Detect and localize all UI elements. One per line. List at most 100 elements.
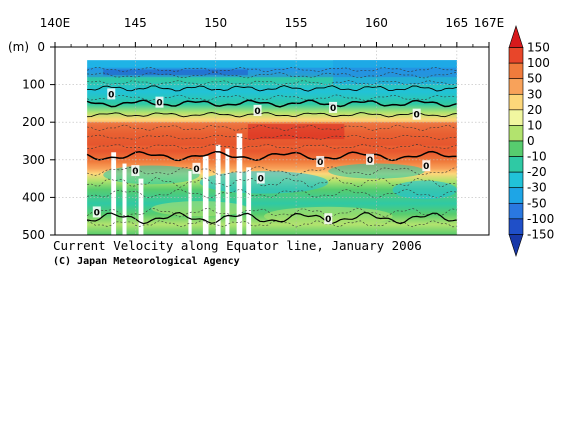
contour-line (86, 211, 458, 225)
x-tick-label: 155 (285, 16, 308, 30)
y-tick-label: 300 (22, 153, 45, 167)
data-gap (138, 178, 144, 235)
contour-label-bg (366, 153, 375, 165)
grid-lines (55, 47, 489, 235)
contour-line-minor (87, 124, 458, 131)
contour-label-text: 0 (423, 162, 429, 172)
y-tick-label: 500 (22, 228, 45, 242)
colorbar-label: 100 (527, 56, 550, 70)
contour-label-text: 0 (132, 167, 138, 177)
contour-label-text: 0 (193, 165, 199, 175)
contour-label: 0 (316, 156, 325, 168)
contour-line-minor (86, 166, 458, 176)
plot-frame (54, 46, 490, 236)
x-tick-label: 160 (365, 16, 388, 30)
x-axis: 140E 145 150 155 160 165 167E (40, 16, 505, 47)
contour-line-zero-upper (86, 99, 458, 108)
contour-label: 0 (192, 162, 201, 175)
colorbar-label: -50 (527, 196, 547, 210)
contour-labels: 0 0 0 0 0 0 0 0 0 0 0 0 0 (92, 88, 431, 225)
contour-line-minor (87, 134, 457, 140)
contour-line (87, 85, 458, 92)
data-gap (122, 163, 127, 235)
colorbar-label: -30 (527, 181, 547, 195)
colorbar-segment (508, 125, 524, 142)
contour-label-bg (107, 88, 116, 100)
contour-label-text: 0 (94, 208, 100, 218)
x-tick-label: 150 (204, 16, 227, 30)
contour-label-bg (422, 160, 431, 172)
contour-line-minor (87, 94, 457, 101)
contour-label: 0 (155, 96, 164, 109)
colorbar-label: 150 (527, 41, 550, 55)
velocity-blob (103, 165, 200, 185)
contour-label: 0 (107, 88, 116, 100)
surface-westward-patch (333, 60, 457, 85)
colorbar-label: -100 (527, 212, 554, 226)
contour-label: 0 (329, 101, 338, 114)
contour-label-bg (412, 108, 421, 120)
contour-label-text: 0 (414, 111, 420, 121)
contour-label-bg (253, 104, 262, 116)
y-tick-label: 100 (22, 78, 45, 92)
contour-line (87, 112, 457, 118)
colorbar-label: -20 (527, 165, 547, 179)
y-axis: 0 100 200 300 400 500 (22, 40, 55, 242)
velocity-blob (392, 180, 457, 200)
colorbar-cap-top (508, 25, 524, 48)
colorbar-segment (508, 47, 524, 64)
contour-label-bg (92, 206, 101, 218)
data-gap (225, 148, 230, 235)
contour-label-text: 0 (108, 90, 114, 100)
x-tick-label: 167E (474, 16, 505, 30)
colorbar-segment (508, 156, 524, 173)
contour-label-text: 0 (367, 156, 373, 166)
colorbar-label: -150 (527, 227, 554, 241)
data-gap (246, 167, 252, 235)
contour-label: 0 (422, 160, 431, 172)
contour-line-minor (86, 207, 457, 218)
contour-label: 0 (256, 172, 265, 185)
contour-label: 0 (412, 108, 421, 121)
colorbar-segment (508, 109, 524, 126)
westward-core-strong (103, 69, 248, 76)
velocity-field (87, 60, 457, 235)
x-tick-label: 140E (40, 16, 71, 30)
colorbar-label: 50 (527, 72, 542, 86)
chart-credit: (C) Japan Meteorological Agency (53, 255, 240, 267)
chart-title: Current Velocity along Equator line, Jan… (53, 238, 422, 253)
data-gap (202, 156, 209, 235)
contour-label: 0 (253, 104, 262, 117)
data-gap (215, 144, 221, 235)
x-tick-label: 145 (124, 16, 147, 30)
contour-label-bg (329, 101, 338, 113)
colorbar-segment (508, 62, 524, 80)
westward-core (87, 67, 457, 78)
colorbar-label: 20 (527, 103, 542, 117)
contour-label-text: 0 (156, 99, 162, 109)
colorbar-segment (508, 202, 524, 220)
contour-line-minor (87, 66, 457, 73)
contour-line-minor (87, 72, 457, 79)
contour-label-bg (316, 156, 325, 168)
undercurrent-core (87, 122, 457, 146)
colorbar-label: -10 (527, 150, 547, 164)
data-gap (236, 133, 243, 235)
data-gap (188, 171, 192, 235)
y-tick-label: 0 (37, 40, 45, 54)
contour-label-text: 0 (330, 104, 336, 114)
contour-label-bg (192, 162, 201, 174)
colorbar-cap-bottom (508, 234, 524, 257)
colorbar-segment (508, 187, 524, 204)
velocity-blob (151, 201, 248, 217)
contour-line-minor (87, 80, 458, 86)
y-tick-label: 400 (22, 190, 45, 204)
data-gap (111, 152, 117, 235)
colorbar-segment (508, 140, 524, 157)
colorbar-segment (508, 78, 524, 95)
contour-label-bg (324, 213, 333, 225)
contour-label-bg (256, 172, 265, 184)
contour-label-text: 0 (317, 158, 323, 168)
colorbar-label: 0 (527, 134, 535, 148)
